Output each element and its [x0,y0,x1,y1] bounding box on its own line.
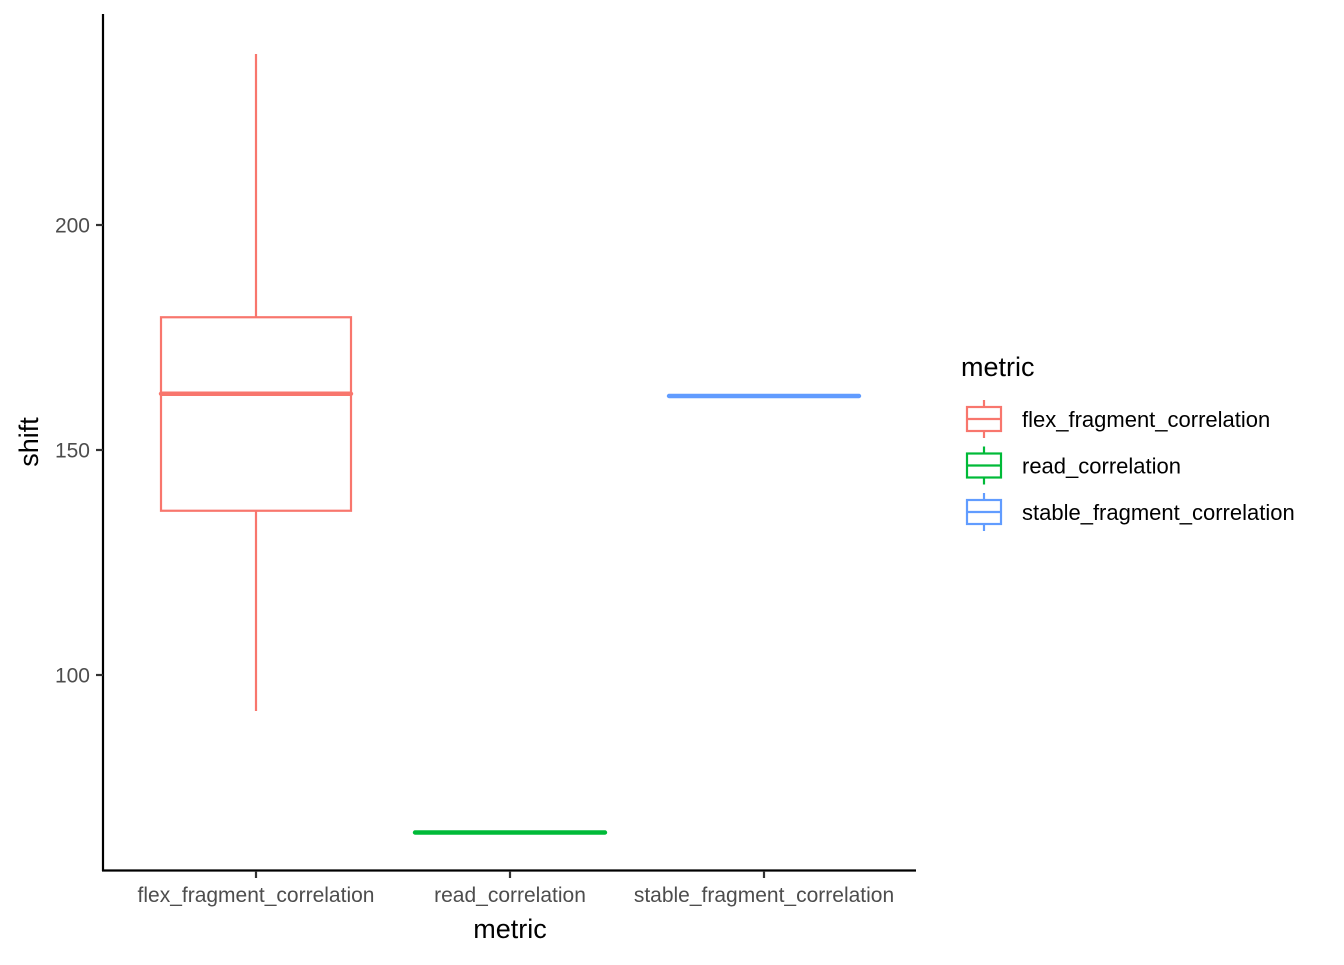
legend-title: metric [961,352,1035,382]
y-axis-ticks: 100 150 200 [55,215,103,688]
x-axis-ticks: flex_fragment_correlation read_correlatio… [138,871,894,907]
legend-label: read_correlation [1022,454,1181,479]
legend-item: read_correlation [965,446,1181,485]
box-body [159,316,353,512]
x-tick-label: flex_fragment_correlation [138,884,375,907]
legend-label: flex_fragment_correlation [1022,407,1270,432]
y-tick-label: 100 [55,665,90,688]
box-flex_fragment_correlation [158,54,354,711]
y-tick-label: 200 [55,215,90,238]
legend-label: stable_fragment_correlation [1022,500,1295,525]
legend-item: flex_fragment_correlation [965,400,1270,438]
legend: metric flex_fragment_correlation read_cor… [961,352,1295,531]
plot-panel [158,54,862,835]
y-axis-title: shift [14,417,44,467]
y-tick-label: 150 [55,440,90,463]
x-tick-label: stable_fragment_correlation [634,884,894,907]
legend-item: stable_fragment_correlation [965,493,1295,531]
axes [101,14,916,872]
x-tick-label: read_correlation [434,884,586,907]
x-axis-title: metric [473,914,547,944]
